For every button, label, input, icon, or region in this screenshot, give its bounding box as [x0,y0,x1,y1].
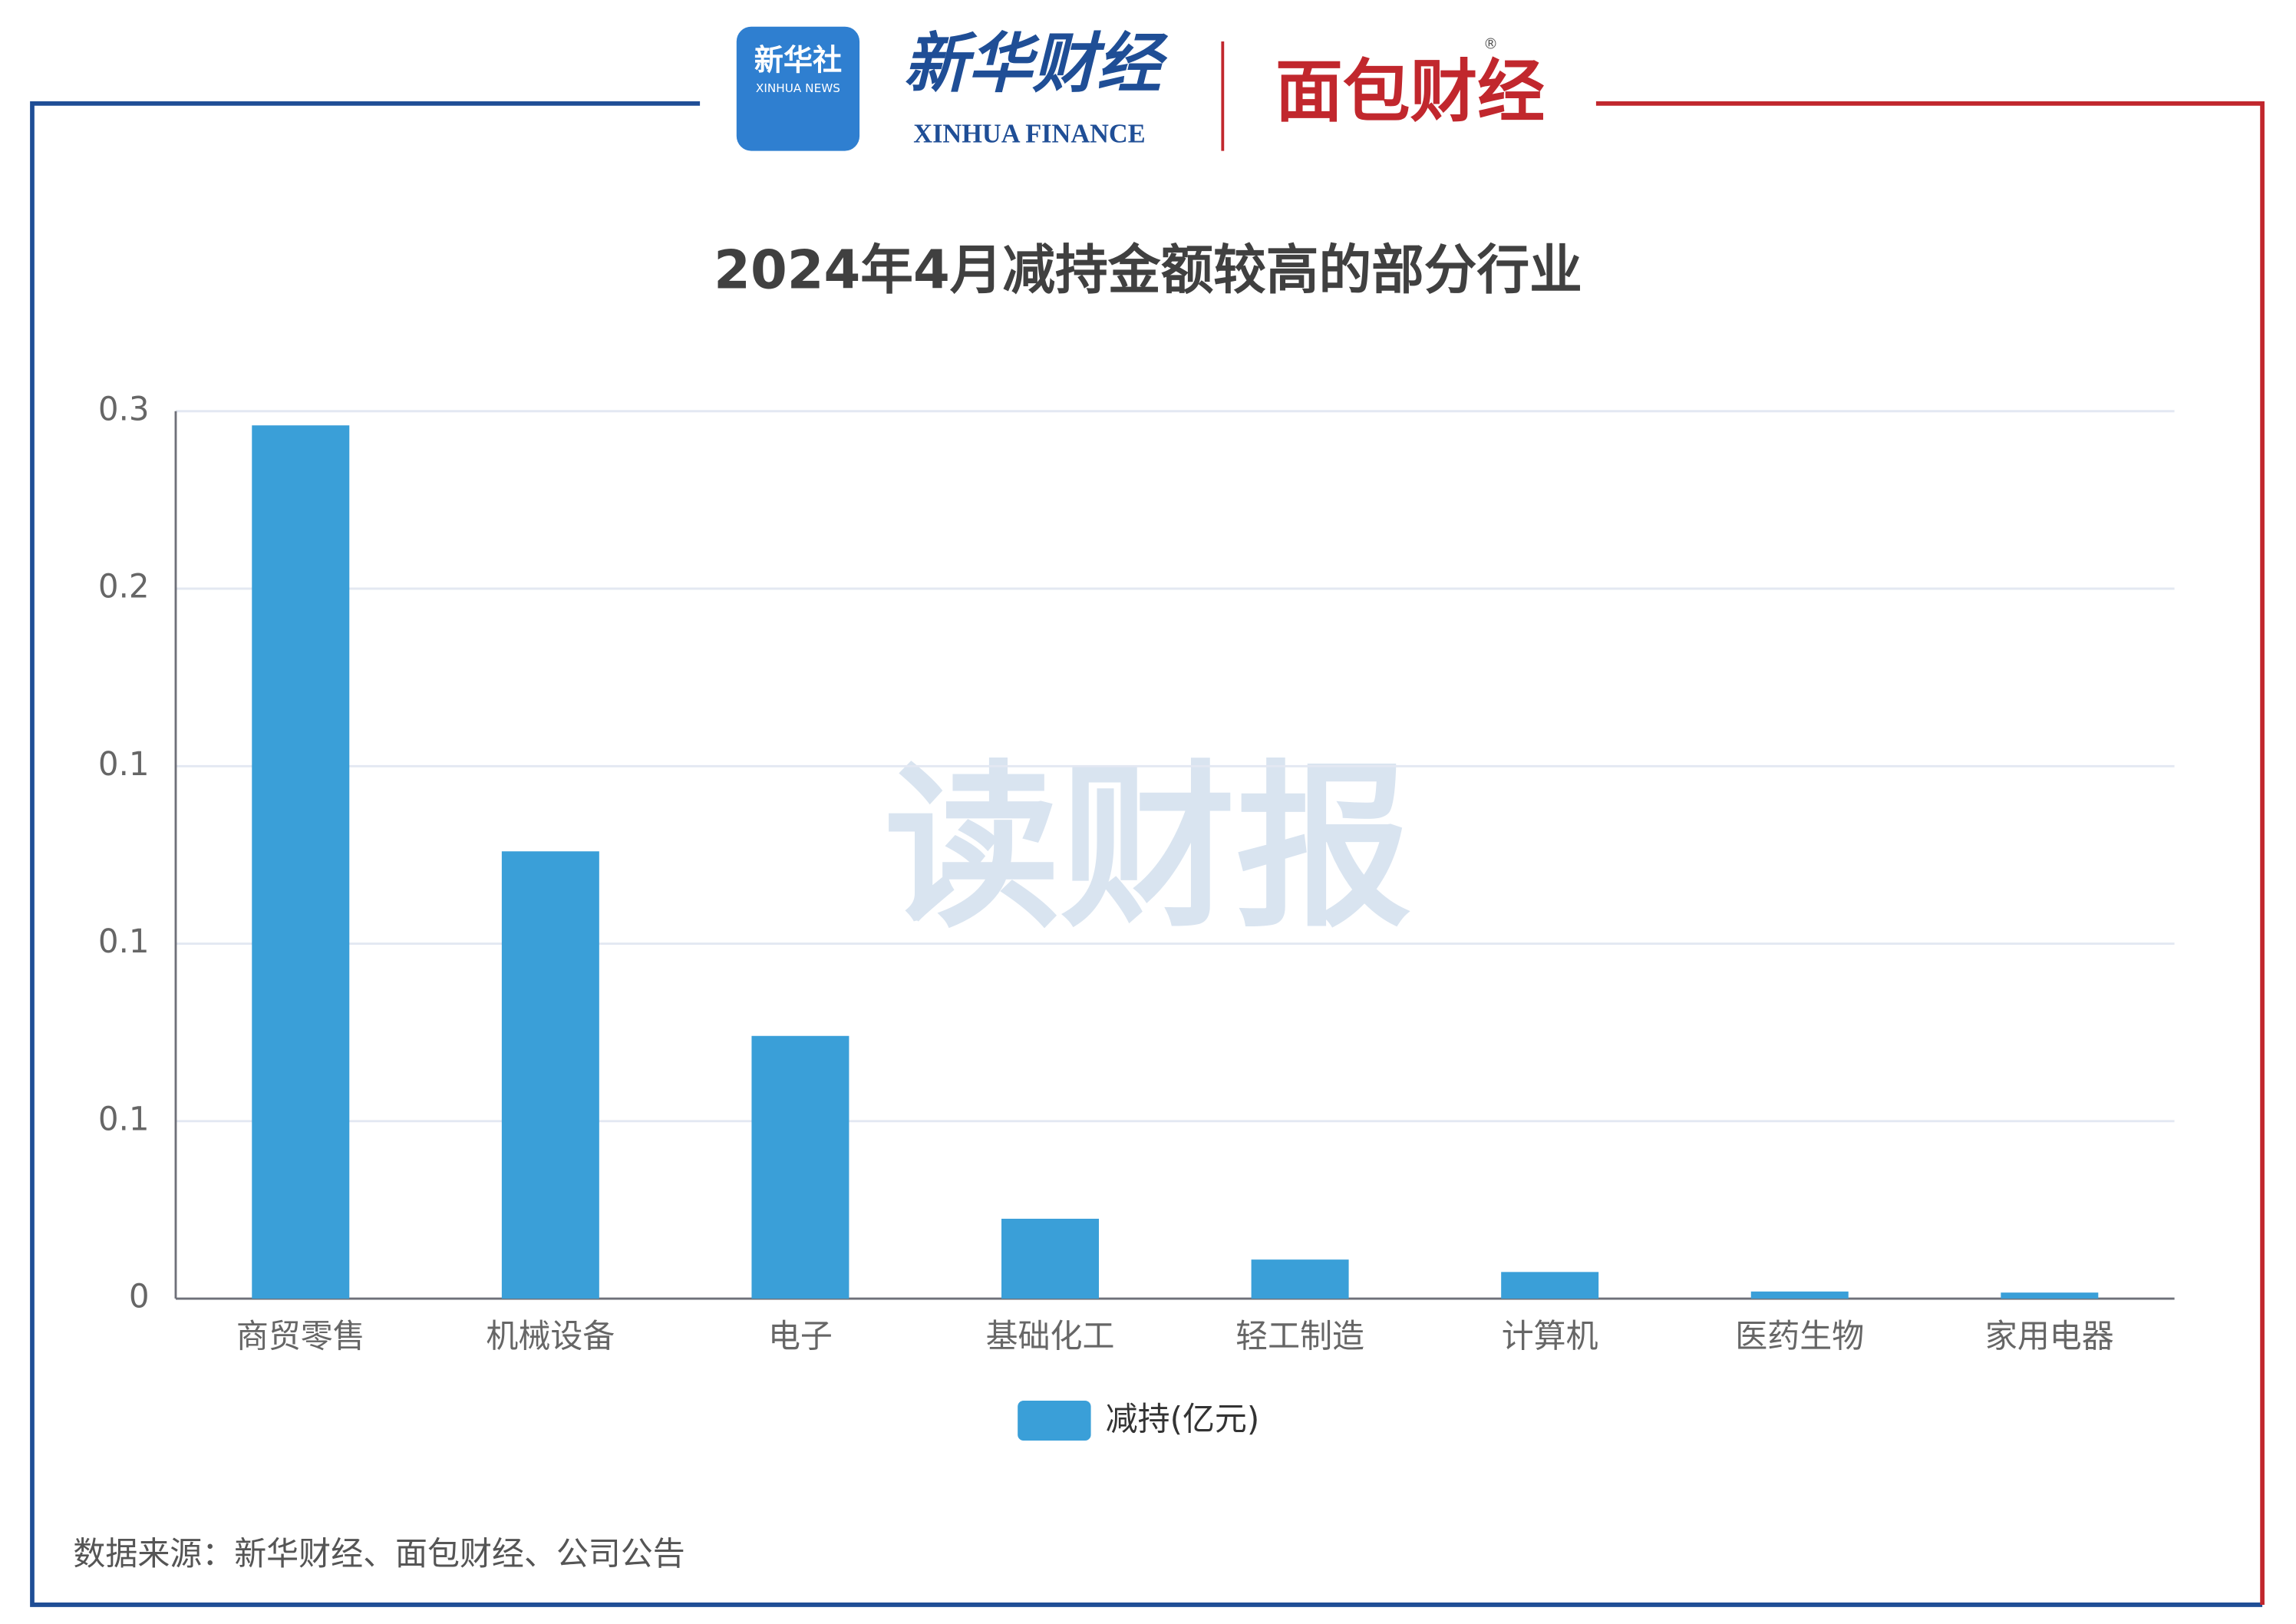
bar [1750,1291,1849,1299]
y-tick-label: 0.1 [98,1100,150,1137]
y-tick-label: 0 [129,1277,150,1315]
x-tick-label: 机械设备 [486,1317,615,1355]
source-note: 数据来源：新华财经、面包财经、公司公告 [73,1535,685,1573]
x-tick-label: 基础化工 [986,1317,1115,1355]
y-tick-label: 0.1 [98,923,150,960]
frame-right [1595,101,2265,1605]
logo-text: 新华财经 [903,29,1168,101]
logo-text: 面包财经 [1275,51,1545,131]
logo-text: XINHUA FINANCE [913,119,1145,148]
logo-text: 新华社 [754,43,842,78]
logo-text: XINHUA NEWS [756,81,840,95]
bar [751,1035,849,1299]
x-tick-label: 计算机 [1502,1317,1598,1355]
x-tick-label: 医药生物 [1735,1317,1864,1355]
logo-box [736,26,860,151]
bar [501,851,599,1299]
x-tick-label: 商贸零售 [236,1317,365,1355]
y-tick-label: 0.3 [98,390,150,427]
y-tick-label: 0.1 [98,745,150,783]
bar [2001,1292,2099,1299]
x-tick-label: 家用电器 [1985,1317,2114,1355]
x-tick-label: 电子 [768,1317,833,1355]
legend-label: 减持(亿元) [1106,1400,1260,1438]
bar [1501,1272,1599,1299]
bar [1001,1218,1099,1299]
frame-left [30,101,2263,1607]
chart-title: 2024年4月减持金额较高的部分行业 [714,239,1582,301]
bar [1251,1259,1349,1299]
logo-text: ® [1483,35,1498,52]
y-tick-label: 0.2 [98,567,150,605]
bar [252,425,350,1299]
x-tick-label: 轻工制造 [1235,1317,1364,1355]
watermark: 读财报 [885,745,1412,952]
legend-swatch [1018,1401,1091,1441]
